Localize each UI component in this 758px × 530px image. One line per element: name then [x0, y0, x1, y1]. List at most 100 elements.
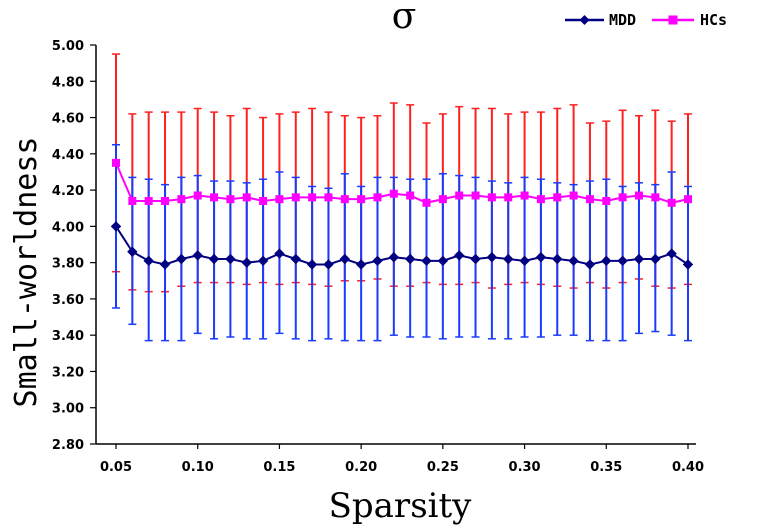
- hcs-point: [259, 196, 268, 205]
- mdd-point: [225, 253, 236, 265]
- hcs-point: [602, 196, 611, 205]
- x-tick-label: 0.40: [672, 460, 704, 475]
- hcs-point: [520, 191, 529, 200]
- mdd-point: [437, 255, 449, 267]
- mdd-point: [404, 253, 416, 265]
- hcs-point: [684, 195, 692, 204]
- x-tick-label: 0.05: [100, 460, 132, 475]
- mdd-point: [257, 255, 269, 267]
- hcs-point: [438, 195, 447, 204]
- hcs-point: [112, 158, 120, 167]
- x-tick-label: 0.20: [345, 460, 377, 475]
- hcs-point: [553, 193, 562, 202]
- x-axis-title: Sparsity: [329, 486, 473, 526]
- hcs-line: [115, 162, 689, 204]
- hcs-point: [618, 193, 627, 202]
- mdd-point: [421, 255, 432, 267]
- hcs-point: [308, 193, 317, 202]
- mdd-point: [355, 259, 367, 270]
- legend-label: HCs: [700, 11, 727, 29]
- data-series: [110, 158, 694, 270]
- hcs-point: [128, 196, 137, 205]
- mdd-line: [115, 225, 689, 266]
- x-tick-label: 0.35: [590, 460, 622, 475]
- y-axis-title: Small-worldness: [9, 137, 44, 408]
- mdd-point: [290, 253, 301, 265]
- mdd-point: [241, 257, 252, 268]
- hcs-point: [504, 193, 513, 202]
- y-tick-label: 3.40: [52, 329, 84, 344]
- mdd-point: [601, 255, 612, 267]
- hcs-point: [651, 193, 660, 202]
- x-tick-label: 0.30: [509, 460, 541, 475]
- y-tick-label: 4.60: [52, 112, 84, 127]
- hcs-point: [487, 193, 496, 202]
- mdd-point: [192, 250, 203, 261]
- y-tick-label: 4.00: [52, 220, 84, 235]
- hcs-point: [340, 195, 349, 204]
- mdd-error-bars: [112, 144, 692, 342]
- mdd-point: [470, 253, 481, 265]
- mdd-point: [568, 255, 579, 267]
- hcs-point: [373, 193, 382, 202]
- y-tick-label: 5.00: [52, 39, 84, 54]
- hcs-point: [324, 193, 333, 202]
- y-tick-label: 3.60: [52, 293, 84, 308]
- hcs-point: [634, 191, 643, 200]
- hcs-series: [112, 158, 692, 207]
- mdd-point: [584, 259, 596, 270]
- y-tick-label: 3.80: [52, 257, 84, 272]
- mdd-point: [650, 253, 661, 265]
- mdd-point: [323, 259, 334, 270]
- y-tick-label: 2.80: [52, 438, 84, 453]
- legend-marker: [579, 15, 590, 25]
- mdd-point: [143, 255, 154, 267]
- mdd-point: [633, 253, 645, 265]
- mdd-point: [535, 251, 547, 263]
- hcs-point: [193, 191, 202, 200]
- hcs-point: [389, 189, 398, 198]
- mdd-point: [372, 255, 383, 267]
- mdd-point: [503, 253, 514, 265]
- mdd-point: [176, 253, 187, 265]
- y-tick-label: 4.20: [52, 184, 84, 199]
- legend-marker: [668, 15, 678, 25]
- hcs-point: [242, 193, 251, 202]
- mdd-point: [666, 248, 677, 259]
- hcs-point: [144, 196, 153, 205]
- y-tick-label: 4.80: [52, 75, 84, 90]
- legend-entry-mdd: MDD: [565, 11, 636, 29]
- hcs-point: [585, 195, 594, 204]
- y-tick-label: 3.20: [52, 365, 84, 380]
- hcs-point: [210, 193, 219, 202]
- hcs-point: [357, 195, 366, 204]
- plot-axes: 2.80 3.00 3.20 3.40 3.60 3.80 4.00 4.20 4.40 4.60…: [52, 39, 704, 475]
- legend-label: MDD: [609, 11, 636, 29]
- hcs-point: [536, 195, 545, 204]
- mdd-point: [552, 253, 563, 265]
- mdd-point: [519, 255, 530, 267]
- mdd-point: [453, 250, 465, 261]
- mdd-point: [159, 259, 171, 270]
- hcs-point: [406, 191, 415, 200]
- mdd-point: [339, 253, 351, 265]
- mdd-point: [617, 255, 628, 267]
- mdd-point: [306, 259, 318, 270]
- y-tick-label: 3.00: [52, 402, 84, 417]
- mdd-point: [388, 251, 400, 263]
- mdd-point: [110, 221, 122, 232]
- hcs-point: [667, 198, 676, 207]
- legend: MDD HCs: [565, 11, 727, 29]
- mdd-point: [208, 253, 220, 265]
- mdd-point: [274, 248, 285, 259]
- x-tick-label: 0.25: [427, 460, 459, 475]
- mdd-point: [127, 246, 138, 257]
- hcs-point: [291, 193, 300, 202]
- legend-entry-hcs: HCs: [652, 11, 727, 29]
- hcs-point: [161, 196, 170, 205]
- hcs-point: [455, 191, 464, 200]
- hcs-point: [275, 195, 284, 204]
- chart-title: σ: [392, 0, 417, 37]
- x-tick-label: 0.15: [263, 460, 295, 475]
